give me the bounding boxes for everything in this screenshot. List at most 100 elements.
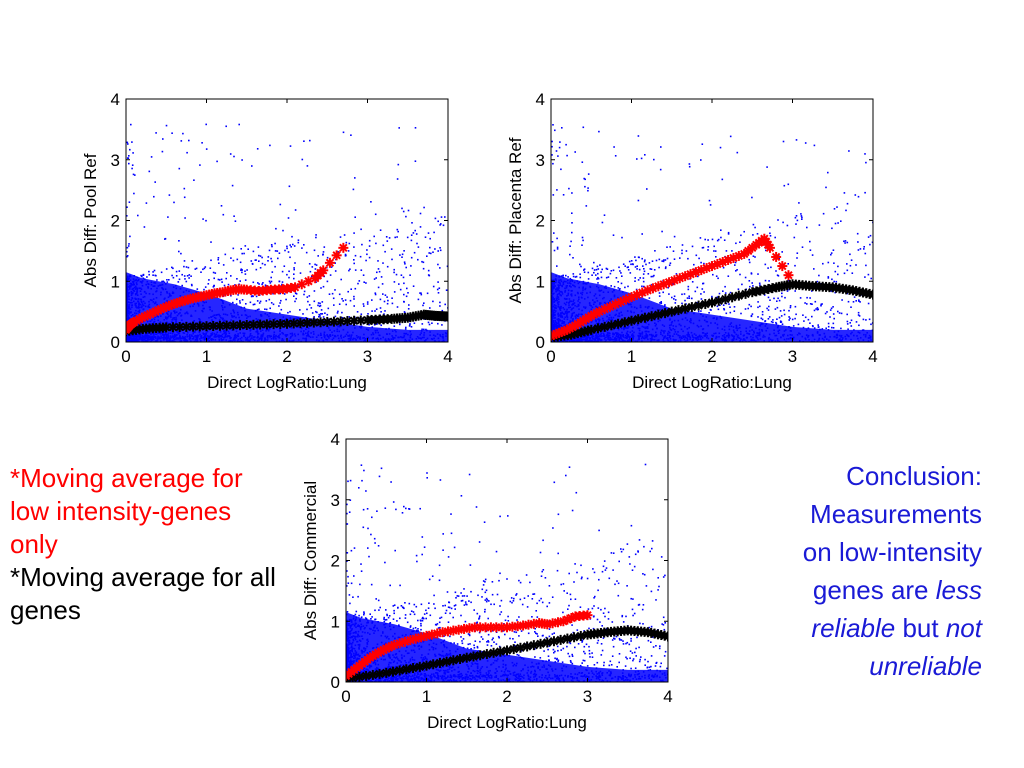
x-tick-label: 4 — [868, 347, 877, 366]
black-moving-average-mark — [441, 656, 452, 667]
black-moving-average-mark — [562, 633, 573, 644]
conclusion-emph-reliable: reliable — [811, 613, 896, 643]
black-moving-average-mark — [502, 645, 512, 656]
black-moving-average-mark — [569, 632, 580, 643]
black-moving-average-mark — [475, 650, 486, 661]
axis-ticks: 0 1 2 3 4 0 1 2 3 4 — [536, 90, 878, 366]
black-moving-average-mark — [481, 649, 492, 660]
x-tick-label: 0 — [121, 347, 130, 366]
red-moving-average-mark — [582, 610, 593, 621]
black-moving-average-mark — [448, 655, 459, 666]
conclusion-line-5b: but — [895, 613, 946, 643]
red-moving-average-mark — [324, 257, 335, 268]
y-tick-label: 1 — [331, 612, 340, 631]
black-moving-average-mark — [575, 630, 586, 641]
black-moving-average-mark — [455, 654, 466, 665]
black-moving-average-mark — [354, 671, 365, 682]
y-tick-label: 4 — [111, 90, 120, 109]
black-moving-average-mark — [335, 316, 346, 327]
black-moving-average-mark — [374, 668, 385, 679]
legend-low-intensity-text: *Moving average for low intensity-genes … — [10, 463, 243, 559]
black-moving-average-mark — [528, 640, 539, 651]
y-axis-label: Abs Diff: Commercial — [301, 481, 320, 640]
conclusion-line-3: on low-intensity — [802, 537, 982, 567]
black-moving-average-mark — [468, 651, 479, 662]
y-tick-label: 4 — [331, 430, 340, 449]
black-moving-average-mark — [548, 636, 559, 647]
black-moving-average — [126, 309, 448, 337]
x-tick-label: 1 — [422, 687, 431, 706]
black-moving-average-mark — [428, 659, 439, 670]
black-moving-average-mark — [408, 663, 419, 674]
conclusion-line-5: reliable but not — [700, 609, 982, 647]
black-moving-average-mark — [727, 292, 738, 303]
x-axis-label: Direct LogRatio:Lung — [632, 373, 792, 392]
black-moving-average-mark — [535, 638, 546, 649]
x-tick-label: 4 — [663, 687, 672, 706]
black-moving-average-mark — [626, 315, 637, 326]
black-moving-average-mark — [555, 634, 566, 645]
y-tick-label: 2 — [111, 212, 120, 231]
y-axis-label: Abs Diff: Placenta Ref — [506, 137, 525, 303]
black-moving-average-mark — [515, 642, 526, 653]
y-tick-label: 2 — [536, 212, 545, 231]
x-tick-label: 2 — [502, 687, 511, 706]
black-moving-average-mark — [488, 647, 499, 658]
conclusion-line-4: genes are less — [700, 571, 982, 609]
red-moving-average-mark — [771, 251, 782, 262]
chart-pool-ref: 0 1 2 3 4 0 1 2 3 4 Direct LogRatio:Lung Abs Diff: … — [81, 90, 453, 392]
red-moving-average-mark — [777, 261, 788, 272]
black-moving-average-mark — [713, 295, 724, 306]
red-moving-average-mark — [331, 250, 342, 261]
conclusion-emph-unreliable: unreliable — [869, 651, 982, 681]
red-moving-average-mark — [783, 270, 794, 281]
y-tick-label: 3 — [536, 151, 545, 170]
conclusion-line-6: unreliable — [700, 647, 982, 685]
x-tick-label: 3 — [788, 347, 797, 366]
black-moving-average — [346, 625, 668, 682]
y-tick-label: 0 — [331, 673, 340, 692]
chart-placenta-ref: 0 1 2 3 4 0 1 2 3 4 Direct LogRatio:Lung Abs Diff: … — [506, 90, 878, 392]
x-tick-label: 2 — [707, 347, 716, 366]
plot-area — [126, 123, 448, 342]
axis-ticks: 0 1 2 3 4 0 1 2 3 4 — [111, 90, 453, 366]
black-moving-average-mark — [720, 294, 731, 305]
axis-ticks: 0 1 2 3 4 0 1 2 3 4 — [331, 430, 673, 706]
plot-area — [346, 463, 668, 682]
y-tick-label: 4 — [536, 90, 545, 109]
black-moving-average-mark — [522, 641, 533, 652]
black-moving-average-mark — [401, 664, 412, 675]
red-moving-average-mark — [338, 242, 349, 253]
black-moving-average-mark — [349, 315, 360, 326]
black-moving-average-mark — [381, 667, 392, 678]
legend: *Moving average for low intensity-genes … — [10, 462, 280, 627]
black-moving-average-mark — [434, 657, 445, 668]
x-tick-label: 4 — [443, 347, 452, 366]
y-tick-label: 3 — [331, 491, 340, 510]
conclusion-text: Conclusion: Measurements on low-intensit… — [700, 457, 982, 685]
x-tick-label: 1 — [627, 347, 636, 366]
black-moving-average-mark — [868, 289, 873, 300]
black-moving-average-mark — [194, 321, 205, 332]
conclusion-emph-not: not — [945, 613, 982, 643]
y-tick-label: 2 — [331, 552, 340, 571]
plot-area — [551, 124, 873, 342]
y-tick-label: 0 — [536, 333, 545, 352]
legend-all-genes-text: *Moving average for all genes — [10, 562, 276, 625]
black-moving-average-mark — [414, 661, 425, 672]
chart-commercial: 0 1 2 3 4 0 1 2 3 4 Direct LogRatio:Lung Abs Diff: … — [301, 430, 673, 732]
x-tick-label: 3 — [363, 347, 372, 366]
black-moving-average-mark — [740, 288, 751, 299]
red-moving-average-mark — [318, 265, 329, 276]
black-moving-average-mark — [282, 318, 292, 329]
y-tick-label: 1 — [536, 272, 545, 291]
red-moving-average — [346, 610, 593, 681]
black-moving-average-mark — [461, 652, 472, 663]
black-moving-average-mark — [328, 316, 339, 327]
black-moving-average-mark — [663, 631, 668, 642]
y-tick-label: 0 — [111, 333, 120, 352]
black-moving-average-mark — [394, 665, 405, 676]
black-moving-average-mark — [367, 669, 378, 680]
black-moving-average-mark — [361, 670, 372, 681]
conclusion-emph-less: less — [935, 575, 982, 605]
